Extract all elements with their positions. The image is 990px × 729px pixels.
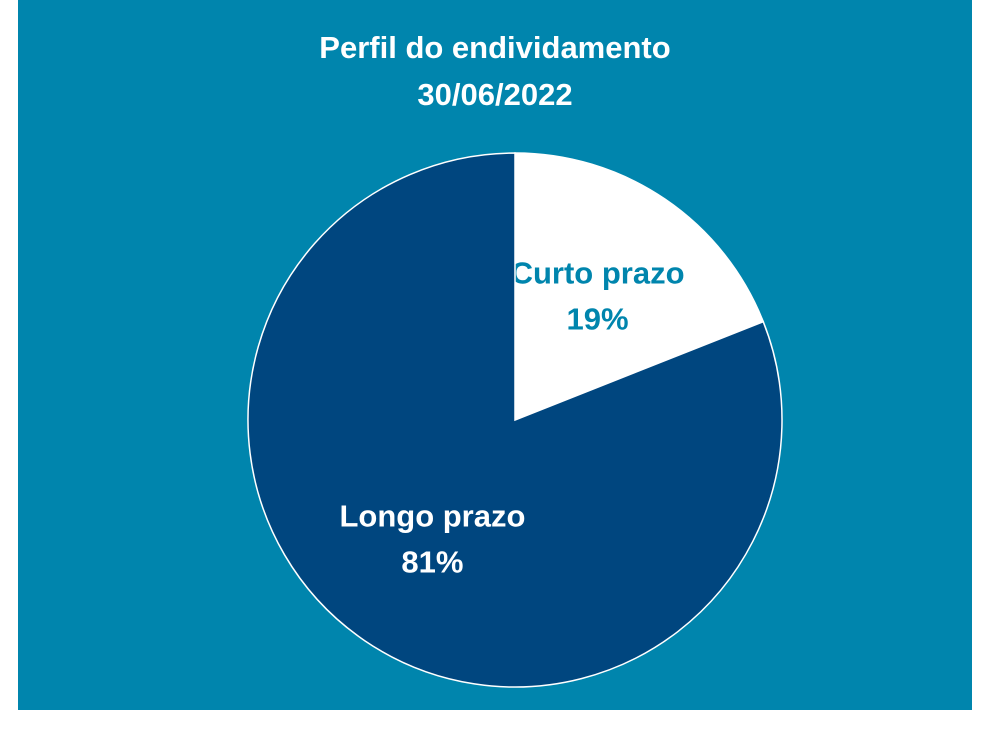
pie-slice xyxy=(247,152,783,688)
chart-title: Perfil do endividamento xyxy=(319,30,670,65)
chart-subtitle: 30/06/2022 xyxy=(417,77,572,112)
slice-value-label: 19% xyxy=(567,302,629,337)
slice-label: Curto prazo xyxy=(511,256,685,291)
pie-slice xyxy=(514,152,765,422)
slice-value-label: 81% xyxy=(401,545,463,580)
slice-label: Longo prazo xyxy=(339,499,525,534)
